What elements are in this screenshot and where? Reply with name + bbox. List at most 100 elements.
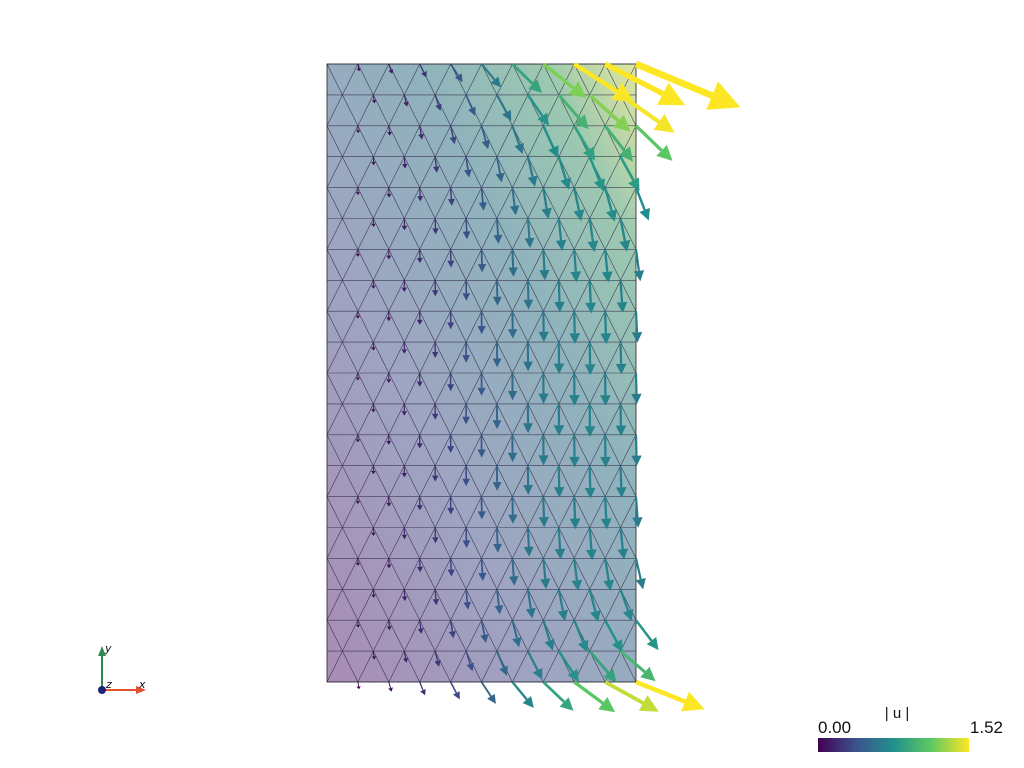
arrow-shaft (542, 187, 548, 209)
velocity-arrow (462, 342, 470, 363)
velocity-arrow (416, 496, 423, 511)
arrow-shaft (542, 680, 566, 703)
arrow-shaft (603, 124, 626, 152)
arrow-head (617, 548, 629, 560)
arrow-shaft (634, 311, 639, 333)
arrow-head (553, 363, 565, 374)
arrow-head (622, 609, 634, 622)
velocity-arrow (447, 187, 455, 206)
velocity-arrow (557, 589, 569, 622)
arrow-shaft (465, 156, 469, 170)
arrow-head (509, 205, 520, 216)
velocity-arrow (631, 311, 643, 343)
velocity-arrow (553, 403, 565, 436)
arrow-head (583, 146, 595, 161)
velocity-arrow (588, 156, 605, 192)
velocity-arrow (371, 342, 376, 351)
arrow-shaft (511, 249, 515, 268)
arrow-head (681, 691, 705, 712)
velocity-arrow (401, 465, 407, 478)
arrow-shaft (588, 280, 592, 303)
arrow-shaft (511, 187, 516, 207)
arrow-head (432, 598, 440, 606)
arrow-head (431, 413, 439, 420)
arrow-head (635, 578, 646, 590)
arrow-shaft (465, 94, 473, 109)
velocity-arrow (449, 125, 457, 145)
arrow-head (355, 315, 361, 319)
arrow-head (447, 260, 455, 268)
velocity-arrow (615, 342, 627, 375)
arrow-shaft (557, 589, 565, 611)
velocity-arrow (584, 465, 596, 499)
arrow-head (603, 668, 617, 683)
velocity-arrow (571, 558, 583, 591)
velocity-arrow (523, 527, 534, 557)
arrow-head (371, 471, 376, 475)
arrow-head (632, 517, 643, 528)
arrow-head (539, 269, 550, 281)
arrow-head (538, 331, 549, 342)
arrow-shaft (603, 249, 609, 273)
velocity-arrow (600, 311, 612, 345)
arrow-shaft (419, 63, 425, 73)
velocity-arrow (388, 63, 394, 74)
arrow-head (388, 69, 394, 74)
arrow-shaft (603, 187, 613, 212)
arrow-head (593, 178, 605, 192)
arrow-head (584, 426, 596, 437)
arrow-head (611, 639, 623, 653)
arrow-head (416, 381, 423, 387)
velocity-arrow (573, 619, 589, 653)
velocity-arrow (356, 125, 361, 134)
arrow-head (507, 391, 518, 401)
colorbar-title: | u | (885, 705, 909, 722)
velocity-arrow (480, 63, 501, 88)
orientation-axes[interactable]: y z x (98, 642, 146, 694)
arrow-shaft (480, 558, 484, 574)
velocity-arrow (616, 280, 628, 313)
arrow-shaft (619, 342, 623, 364)
velocity-arrow (447, 249, 455, 268)
arrow-shaft (557, 156, 567, 180)
velocity-arrow (477, 311, 486, 335)
velocity-arrow (635, 679, 705, 712)
velocity-arrow (448, 620, 456, 639)
velocity-arrow (402, 651, 409, 663)
velocity-arrow (477, 496, 486, 520)
arrow-head (524, 237, 535, 248)
velocity-arrow (355, 558, 361, 566)
arrow-head (447, 507, 455, 515)
arrow-head (613, 114, 631, 132)
arrow-shaft (434, 650, 439, 661)
velocity-arrow (584, 342, 596, 376)
arrow-head (502, 109, 512, 121)
velocity-arrow (480, 620, 489, 643)
arrow-shaft (573, 249, 577, 272)
velocity-arrow (355, 620, 361, 628)
velocity-arrow (570, 249, 582, 283)
arrow-shaft (619, 93, 661, 124)
arrow-head (356, 68, 361, 72)
velocity-arrow (617, 527, 629, 560)
velocity-arrow (431, 403, 439, 420)
arrow-head (586, 549, 597, 561)
arrow-head (600, 395, 611, 406)
velocity-arrow (616, 465, 627, 498)
arrow-shaft (542, 558, 547, 580)
arrow-head (657, 82, 686, 106)
velocity-arrow (386, 249, 392, 260)
velocity-arrow (603, 61, 686, 106)
arrow-shaft (573, 62, 618, 94)
velocity-arrow (619, 649, 656, 682)
arrow-shaft (588, 156, 601, 181)
velocity-arrow (462, 280, 471, 301)
arrow-shaft (388, 620, 390, 627)
velocity-arrow (619, 588, 634, 622)
velocity-arrow (401, 342, 407, 354)
arrow-shaft (526, 156, 534, 177)
arrow-head (538, 455, 549, 466)
arrow-head (386, 441, 392, 445)
